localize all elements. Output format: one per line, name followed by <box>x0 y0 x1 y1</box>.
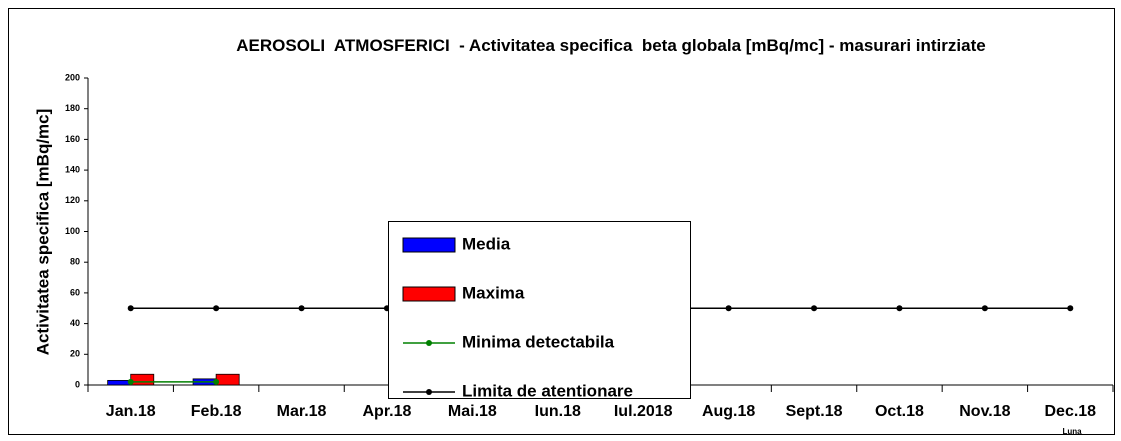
line-marker <box>298 305 305 312</box>
line-marker <box>1067 305 1074 312</box>
x-tick-label: Jan.18 <box>106 403 156 420</box>
y-tick-label: 20 <box>70 349 80 359</box>
legend-swatch-marker <box>426 340 432 346</box>
x-tick-label: Iun.18 <box>535 403 581 420</box>
y-tick-label: 100 <box>65 226 80 236</box>
y-tick-label: 140 <box>65 164 80 174</box>
x-tick-label: Mai.18 <box>448 403 497 420</box>
line-marker <box>127 378 134 385</box>
x-tick-label: Sept.18 <box>786 403 843 420</box>
x-tick-label: Nov.18 <box>959 403 1010 420</box>
legend-swatch <box>402 286 456 302</box>
legend: Media Maxima Minima detectabila Limita de a… <box>388 221 691 400</box>
x-tick-label: Feb.18 <box>191 403 242 420</box>
line-marker <box>213 305 220 312</box>
legend-label: Limita de atentionare <box>462 381 633 400</box>
y-axis-label: Activitatea specifica [mBq/mc] <box>33 109 52 356</box>
x-tick-label: Iul.2018 <box>614 403 673 420</box>
line-marker <box>213 378 220 385</box>
y-tick-label: 80 <box>70 257 80 267</box>
x-tick-label: Aug.18 <box>702 403 755 420</box>
bar <box>107 379 132 386</box>
bar <box>215 373 240 386</box>
legend-label: Maxima <box>462 283 525 302</box>
y-tick-label: 40 <box>70 318 80 328</box>
legend-label: Minima detectabila <box>462 332 615 351</box>
x-axis-label: Luna <box>1062 427 1082 436</box>
y-tick-label: 160 <box>65 134 80 144</box>
x-tick-label: Oct.18 <box>875 403 924 420</box>
y-tick-label: 60 <box>70 287 80 297</box>
line-marker <box>811 305 818 312</box>
line-marker <box>981 305 988 312</box>
x-tick-label: Apr.18 <box>362 403 411 420</box>
line-marker <box>896 305 903 312</box>
y-tick-label: 0 <box>75 379 80 389</box>
y-tick-label: 120 <box>65 195 80 205</box>
y-tick-label: 200 <box>65 72 80 82</box>
x-tick-label: Mar.18 <box>277 403 327 420</box>
line-marker <box>725 305 732 312</box>
chart-title: AEROSOLI ATMOSFERICI - Activitatea speci… <box>236 36 986 55</box>
bar <box>130 373 155 386</box>
legend-swatch <box>402 237 456 253</box>
legend-label: Media <box>462 234 511 253</box>
legend-swatch-marker <box>426 389 432 395</box>
y-tick-label: 180 <box>65 103 80 113</box>
chart-border <box>8 8 1115 435</box>
line-marker <box>127 305 134 312</box>
x-tick-label: Dec.18 <box>1044 403 1096 420</box>
